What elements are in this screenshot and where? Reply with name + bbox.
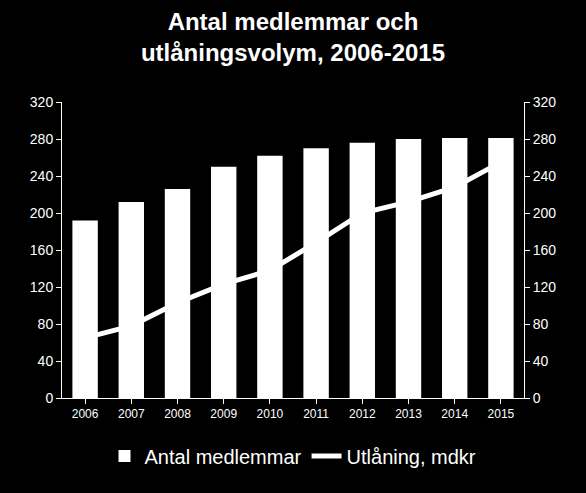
svg-text:2015: 2015 bbox=[488, 407, 515, 421]
svg-text:2006: 2006 bbox=[72, 407, 99, 421]
svg-text:Utlåning, mdkr: Utlåning, mdkr bbox=[347, 446, 476, 468]
svg-text:240: 240 bbox=[30, 168, 54, 184]
svg-text:2007: 2007 bbox=[118, 407, 145, 421]
svg-text:2008: 2008 bbox=[164, 407, 191, 421]
svg-text:200: 200 bbox=[533, 205, 557, 221]
svg-text:2009: 2009 bbox=[210, 407, 237, 421]
svg-text:320: 320 bbox=[30, 94, 54, 110]
svg-text:80: 80 bbox=[38, 316, 54, 332]
svg-text:280: 280 bbox=[533, 131, 557, 147]
svg-text:2014: 2014 bbox=[441, 407, 468, 421]
svg-text:2010: 2010 bbox=[257, 407, 284, 421]
svg-text:80: 80 bbox=[533, 316, 549, 332]
svg-text:Antal medlemmar ochutlåningsvo: Antal medlemmar ochutlåningsvolym, 2006-… bbox=[141, 8, 445, 66]
svg-text:280: 280 bbox=[30, 131, 54, 147]
svg-text:240: 240 bbox=[533, 168, 557, 184]
svg-text:0: 0 bbox=[533, 390, 541, 406]
svg-text:320: 320 bbox=[533, 94, 557, 110]
svg-text:40: 40 bbox=[38, 353, 54, 369]
svg-text:Antal medlemmar: Antal medlemmar bbox=[145, 446, 302, 468]
svg-text:160: 160 bbox=[533, 242, 557, 258]
svg-text:2012: 2012 bbox=[349, 407, 376, 421]
svg-text:160: 160 bbox=[30, 242, 54, 258]
svg-text:200: 200 bbox=[30, 205, 54, 221]
svg-text:0: 0 bbox=[45, 390, 53, 406]
svg-text:120: 120 bbox=[30, 279, 54, 295]
svg-text:2011: 2011 bbox=[303, 407, 329, 421]
svg-text:2013: 2013 bbox=[395, 407, 422, 421]
svg-text:40: 40 bbox=[533, 353, 549, 369]
svg-text:120: 120 bbox=[533, 279, 557, 295]
